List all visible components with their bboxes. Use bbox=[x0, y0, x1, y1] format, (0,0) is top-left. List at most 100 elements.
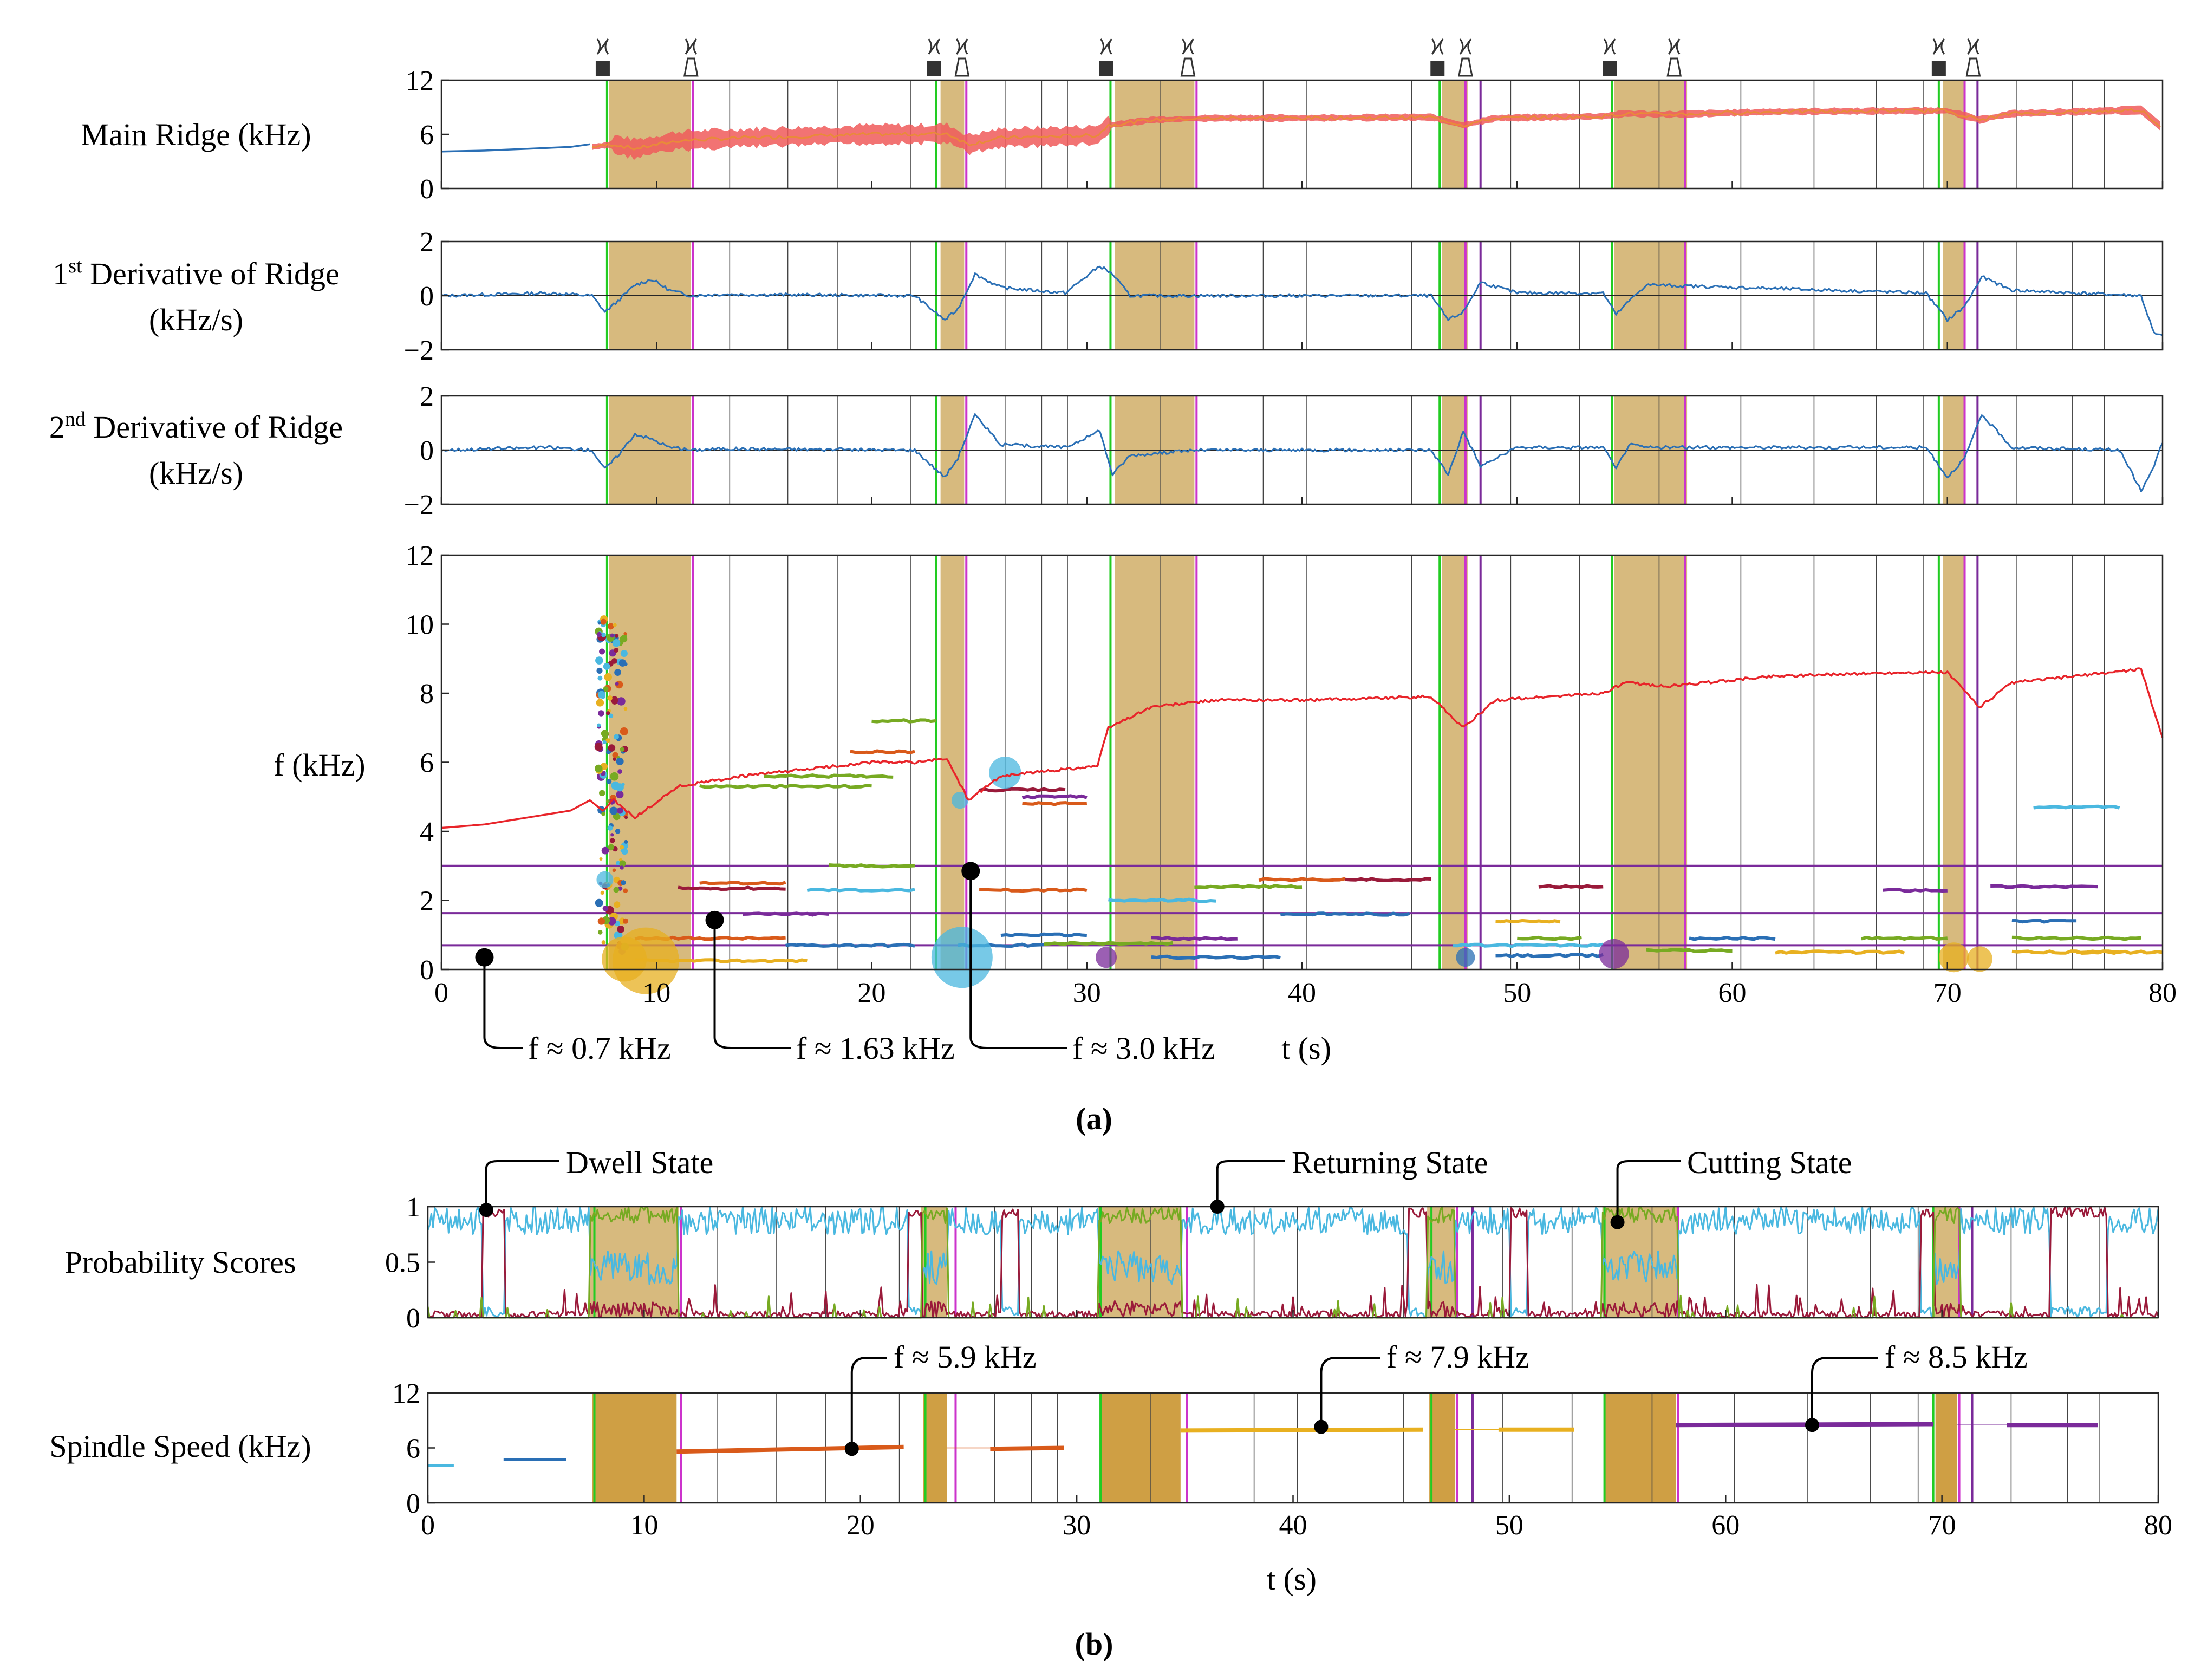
second-derivative-ylabel: 2nd Derivative of Ridge bbox=[49, 408, 343, 445]
ridge-fragment-24 bbox=[1280, 911, 1410, 917]
ridge-fragment-6 bbox=[806, 888, 915, 893]
burst-point-128 bbox=[624, 816, 628, 819]
tool-holder-icon bbox=[927, 38, 941, 76]
ring-mark-10 bbox=[951, 792, 968, 809]
speed-dot-2 bbox=[1805, 1418, 1819, 1432]
speed-segment-4 bbox=[1180, 1427, 1423, 1433]
state-label-0: Dwell State bbox=[566, 1145, 713, 1180]
tool-holder-block bbox=[1099, 61, 1113, 76]
burst-point-109 bbox=[613, 887, 620, 893]
ring-mark-1 bbox=[612, 927, 679, 994]
burst-point-47 bbox=[597, 930, 603, 935]
ridge-fragment-31 bbox=[1646, 948, 1733, 953]
burst-point-115 bbox=[616, 757, 624, 765]
burst-point-149 bbox=[605, 711, 610, 715]
drill-flute bbox=[1932, 38, 1945, 55]
tool-holder-icon bbox=[1603, 38, 1617, 76]
burst-point-28 bbox=[606, 779, 612, 784]
burst-point-118 bbox=[608, 713, 614, 719]
ridge-fragment-17 bbox=[1000, 932, 1087, 938]
ridge-fragment-13 bbox=[979, 887, 1088, 893]
burst-point-40 bbox=[610, 833, 614, 837]
x-tick-label-3: 30 bbox=[1073, 978, 1101, 1008]
spindle-speed-ylabel: Spindle Speed (kHz) bbox=[49, 1429, 311, 1464]
annotation-label-0: f ≈ 0.7 kHz bbox=[528, 1031, 671, 1066]
annotation-leader-0 bbox=[483, 957, 523, 1049]
first-derivative-line bbox=[441, 265, 2163, 336]
burst-point-145 bbox=[619, 860, 626, 867]
y-tick-label-2: 2 bbox=[420, 381, 434, 412]
state-leader-0 bbox=[485, 1160, 559, 1210]
plot-frame bbox=[440, 554, 2164, 971]
spectrogram-xlabel: t (s) bbox=[1281, 1031, 1331, 1066]
ridge-fragment-26 bbox=[1453, 942, 1604, 948]
cut-band-4 bbox=[1604, 1393, 1676, 1503]
burst-point-126 bbox=[610, 633, 615, 638]
y-tick-label-3: 6 bbox=[420, 748, 434, 779]
speed-dot-0 bbox=[844, 1442, 859, 1456]
burst-point-1 bbox=[623, 632, 627, 636]
ridge-fragment-36 bbox=[1990, 884, 2098, 889]
spectrogram-panel: 0 2 4 6 8 10 12 0 10 20 30 40 50 60 70 80 f ≈ 0.7 kHz f ≈… bbox=[274, 541, 2177, 1066]
burst-point-150 bbox=[621, 880, 626, 885]
burst-point-12 bbox=[601, 811, 606, 816]
ring-mark-5 bbox=[1456, 948, 1475, 967]
y-tick-label-1: 0 bbox=[420, 435, 434, 466]
burst-point-159 bbox=[600, 618, 607, 625]
speed-label-1: f ≈ 7.9 kHz bbox=[1386, 1339, 1529, 1375]
burst-point-16 bbox=[605, 738, 610, 743]
burst-point-152 bbox=[612, 868, 616, 872]
ridge-fragment-34 bbox=[1861, 935, 1948, 941]
drill-body bbox=[1965, 57, 1981, 77]
ridge-fragment-4 bbox=[743, 911, 829, 917]
annotation-label-1: f ≈ 1.63 kHz bbox=[796, 1031, 955, 1066]
drill-flute bbox=[956, 38, 968, 55]
burst-point-21 bbox=[601, 846, 609, 855]
y-tick-label-0: 0 bbox=[406, 1303, 420, 1334]
y-tick-label-6: 12 bbox=[406, 541, 434, 571]
burst-point-91 bbox=[595, 898, 603, 907]
ridge-fragment-25 bbox=[1345, 877, 1431, 882]
burst-point-52 bbox=[604, 673, 612, 681]
drill-body bbox=[1666, 57, 1682, 77]
y-tick-label-1: 2 bbox=[420, 886, 434, 917]
ring-mark-9 bbox=[989, 757, 1021, 789]
second-derivative-panel: −2 0 2 2nd Derivative of Ridge (kHz/s) bbox=[49, 381, 2164, 520]
burst-point-133 bbox=[611, 781, 620, 790]
main-ridge-center-line bbox=[591, 108, 2161, 151]
main-ridge-idle-line bbox=[441, 143, 590, 153]
ridge-fragment-14 bbox=[1022, 801, 1088, 806]
state-label-2: Cutting State bbox=[1687, 1145, 1852, 1180]
burst-point-139 bbox=[600, 890, 604, 895]
speed-segment-3 bbox=[990, 1445, 1064, 1451]
annotation-dot-2 bbox=[961, 862, 980, 881]
burst-point-94 bbox=[615, 682, 619, 686]
burst-point-138 bbox=[617, 769, 622, 774]
burst-point-33 bbox=[617, 697, 626, 706]
burst-point-147 bbox=[601, 694, 605, 699]
dwell-probability-line bbox=[427, 1206, 2159, 1319]
ridge-fragment-3 bbox=[699, 881, 786, 886]
x-tick-label-5: 50 bbox=[1495, 1510, 1523, 1541]
burst-point-55 bbox=[617, 926, 624, 933]
burst-point-5 bbox=[620, 727, 628, 735]
state-dot-0 bbox=[479, 1203, 493, 1217]
cut-band-1 bbox=[923, 1393, 947, 1503]
cut-band-5 bbox=[1935, 1393, 1957, 1503]
burst-point-92 bbox=[615, 829, 621, 834]
speed-label-0: f ≈ 5.9 kHz bbox=[894, 1339, 1037, 1375]
tool-holder-icon bbox=[595, 38, 610, 76]
state-dot-1 bbox=[1210, 1200, 1225, 1214]
ridge-fragment-40 bbox=[2011, 919, 2077, 924]
y-tick-label-0: 0 bbox=[420, 174, 434, 205]
drill-flute bbox=[1603, 38, 1616, 55]
x-tick-label-4: 40 bbox=[1279, 1510, 1307, 1541]
ridge-fragment-21 bbox=[1151, 954, 1281, 960]
cut-band-0 bbox=[592, 1393, 677, 1503]
state-leader-2 bbox=[1616, 1160, 1681, 1222]
burst-point-64 bbox=[612, 752, 618, 759]
drill-tool-icon bbox=[1458, 38, 1473, 77]
cut-band-3 bbox=[1442, 555, 1468, 969]
annotation-dot-0 bbox=[475, 948, 494, 967]
